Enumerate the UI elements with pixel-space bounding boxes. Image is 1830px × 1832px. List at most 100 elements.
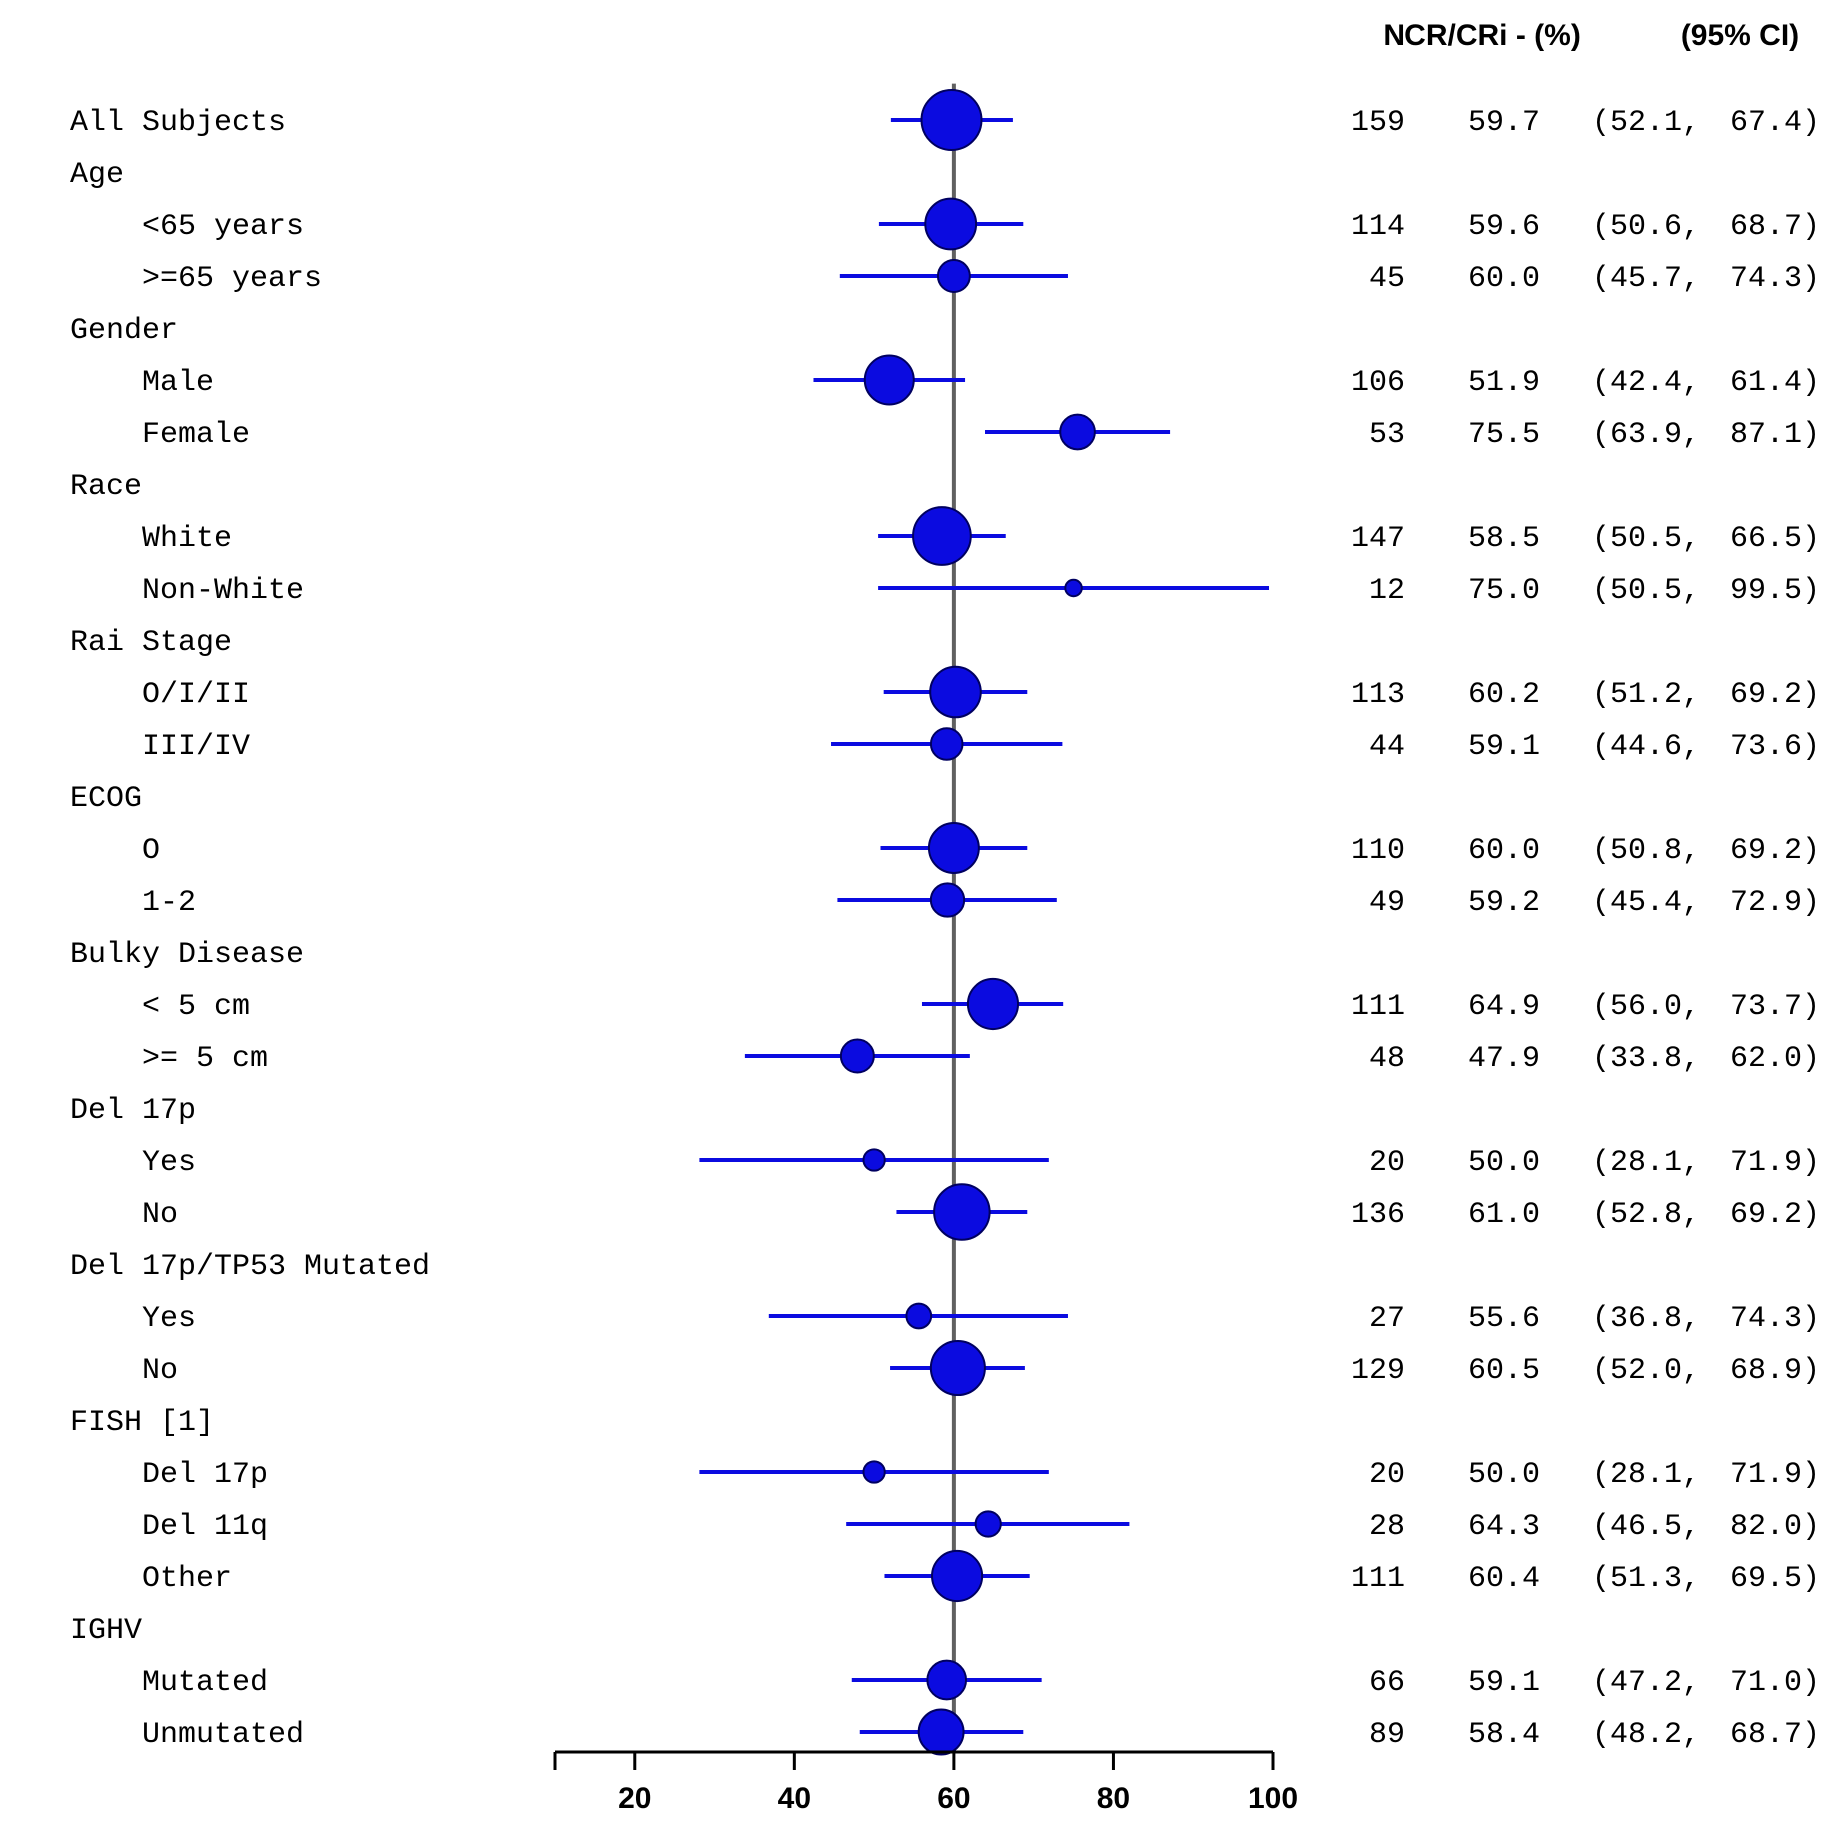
group-header-row: Race <box>70 470 142 504</box>
cell-n: 20 <box>1369 1458 1405 1492</box>
data-row: Unmutated8958.4(48.2,68.7) <box>142 1710 1820 1755</box>
group-header-row: FISH [1] <box>70 1406 214 1440</box>
cell-n: 89 <box>1369 1718 1405 1752</box>
col-header-n: N <box>1383 19 1405 52</box>
row-label: Mutated <box>142 1666 268 1700</box>
cell-n: 44 <box>1369 730 1405 764</box>
cell-n: 49 <box>1369 886 1405 920</box>
cell-pct: 60.0 <box>1468 262 1540 296</box>
x-tick-label: 100 <box>1248 1782 1298 1815</box>
cell-pct: 64.9 <box>1468 990 1540 1024</box>
cell-ci-lo: (33.8, <box>1592 1042 1700 1076</box>
data-row: O/I/II11360.2(51.2,69.2) <box>142 667 1820 718</box>
x-tick-label: 60 <box>937 1782 970 1815</box>
data-row: < 5 cm11164.9(56.0,73.7) <box>142 979 1820 1029</box>
cell-pct: 59.2 <box>1468 886 1540 920</box>
cell-ci-lo: (45.4, <box>1592 886 1700 920</box>
data-row: No13661.0(52.8,69.2) <box>142 1184 1820 1239</box>
cell-n: 45 <box>1369 262 1405 296</box>
cell-ci-lo: (51.2, <box>1592 678 1700 712</box>
row-label: Rai Stage <box>70 626 232 660</box>
point-marker <box>865 356 914 405</box>
data-row: Female5375.5(63.9,87.1) <box>142 415 1820 452</box>
row-label: Del 17p <box>70 1094 196 1128</box>
point-marker <box>1060 415 1095 450</box>
cell-pct: 59.7 <box>1468 106 1540 140</box>
group-header-row: Gender <box>70 314 178 348</box>
cell-pct: 50.0 <box>1468 1146 1540 1180</box>
row-label: Del 11q <box>142 1510 268 1544</box>
cell-n: 20 <box>1369 1146 1405 1180</box>
data-row: Non-White1275.0(50.5,99.5) <box>142 574 1820 608</box>
row-label: 1-2 <box>142 886 196 920</box>
cell-n: 159 <box>1351 106 1405 140</box>
data-row: Yes2050.0(28.1,71.9) <box>142 1146 1820 1180</box>
row-label: Race <box>70 470 142 504</box>
data-row: Del 11q2864.3(46.5,82.0) <box>142 1510 1820 1544</box>
cell-ci-lo: (50.6, <box>1592 210 1700 244</box>
cell-ci-lo: (47.2, <box>1592 1666 1700 1700</box>
row-label: Gender <box>70 314 178 348</box>
cell-ci-hi: 71.9) <box>1730 1146 1820 1180</box>
cell-pct: 58.5 <box>1468 522 1540 556</box>
point-marker <box>863 1461 884 1482</box>
row-label: Female <box>142 418 250 452</box>
row-label: Non-White <box>142 574 304 608</box>
cell-n: 113 <box>1351 678 1405 712</box>
point-marker <box>976 1511 1001 1536</box>
cell-pct: 60.4 <box>1468 1562 1540 1596</box>
cell-n: 111 <box>1351 1562 1405 1596</box>
cell-ci-lo: (28.1, <box>1592 1458 1700 1492</box>
cell-pct: 55.6 <box>1468 1302 1540 1336</box>
group-header-row: Bulky Disease <box>70 938 304 972</box>
cell-pct: 51.9 <box>1468 366 1540 400</box>
row-label: Del 17p <box>142 1458 268 1492</box>
cell-ci-lo: (52.1, <box>1592 106 1700 140</box>
x-tick-label: 40 <box>778 1782 811 1815</box>
point-marker <box>968 979 1018 1029</box>
data-row: Mutated6659.1(47.2,71.0) <box>142 1661 1820 1700</box>
cell-n: 114 <box>1351 210 1405 244</box>
cell-n: 27 <box>1369 1302 1405 1336</box>
data-row: Yes2755.6(36.8,74.3) <box>142 1302 1820 1336</box>
cell-n: 12 <box>1369 574 1405 608</box>
data-row: O11060.0(50.8,69.2) <box>142 823 1820 873</box>
cell-pct: 59.1 <box>1468 730 1540 764</box>
cell-n: 110 <box>1351 834 1405 868</box>
group-header-row: Del 17p <box>70 1094 196 1128</box>
cell-ci-hi: 68.9) <box>1730 1354 1820 1388</box>
cell-ci-hi: 72.9) <box>1730 886 1820 920</box>
point-marker <box>1065 580 1081 596</box>
cell-ci-lo: (50.8, <box>1592 834 1700 868</box>
data-row: Del 17p2050.0(28.1,71.9) <box>142 1458 1820 1492</box>
row-label: Unmutated <box>142 1718 304 1752</box>
point-marker <box>934 1184 989 1239</box>
group-header-row: Age <box>70 158 124 192</box>
row-label: Del 17p/TP53 Mutated <box>70 1250 430 1284</box>
point-marker <box>931 728 963 760</box>
point-marker <box>919 1710 964 1755</box>
cell-n: 136 <box>1351 1198 1405 1232</box>
cell-ci-lo: (52.8, <box>1592 1198 1700 1232</box>
data-row: III/IV4459.1(44.6,73.6) <box>142 728 1820 764</box>
point-marker <box>906 1304 931 1329</box>
row-label: O <box>142 834 160 868</box>
cell-ci-lo: (63.9, <box>1592 418 1700 452</box>
cell-ci-lo: (42.4, <box>1592 366 1700 400</box>
cell-ci-hi: 99.5) <box>1730 574 1820 608</box>
point-marker <box>913 507 971 565</box>
row-label: <65 years <box>142 210 304 244</box>
cell-ci-lo: (50.5, <box>1592 522 1700 556</box>
row-label: Bulky Disease <box>70 938 304 972</box>
row-label: Male <box>142 366 214 400</box>
data-row: 1-2 49 59.2 (45.4, 72.9) <box>142 883 1820 920</box>
point-marker <box>931 883 964 916</box>
cell-ci-lo: (56.0, <box>1592 990 1700 1024</box>
cell-ci-hi: 69.2) <box>1730 678 1820 712</box>
cell-ci-lo: (51.3, <box>1592 1562 1700 1596</box>
cell-ci-hi: 61.4) <box>1730 366 1820 400</box>
point-marker <box>841 1040 874 1073</box>
point-marker <box>929 823 979 873</box>
data-row: No12960.5(52.0,68.9) <box>142 1341 1820 1395</box>
cell-ci-lo: (48.2, <box>1592 1718 1700 1752</box>
